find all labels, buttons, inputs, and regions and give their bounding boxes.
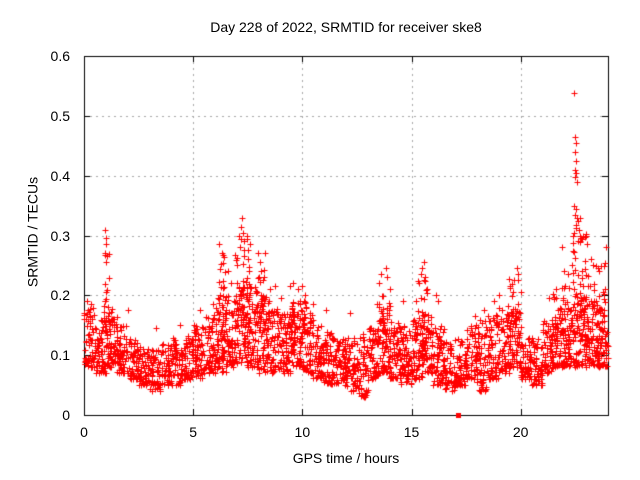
x-axis-label: GPS time / hours <box>292 450 400 466</box>
y-tick-label: 0.4 <box>50 167 70 184</box>
x-tick-label: 5 <box>189 424 198 440</box>
x-tick-label: 0 <box>80 424 88 440</box>
y-tick-label: 0.1 <box>50 347 70 364</box>
x-tick-label: 15 <box>403 424 420 440</box>
y-tick-label: 0.2 <box>50 287 70 304</box>
x-tick-label: 20 <box>512 424 529 440</box>
y-tick-label: 0.6 <box>50 48 70 64</box>
chart-title: Day 228 of 2022, SRMTID for receiver ske… <box>210 19 482 35</box>
y-tick-label: 0.5 <box>50 107 70 124</box>
y-tick-label: 0 <box>62 407 70 423</box>
x-tick-label: 10 <box>294 424 311 440</box>
y-tick-label: 0.3 <box>50 227 70 244</box>
